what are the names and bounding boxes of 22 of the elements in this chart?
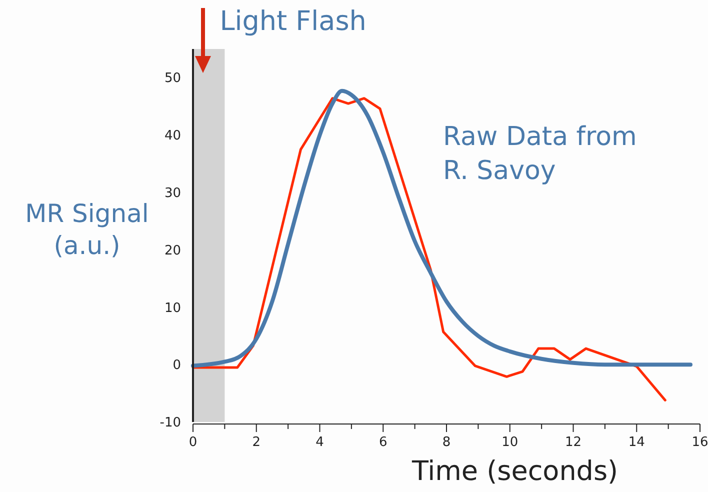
y-tick-label: 40 (164, 128, 181, 144)
y-axis-title: MR Signal (a.u.) (25, 199, 149, 260)
x-tick-label: 10 (502, 435, 518, 450)
x-tick-label: 14 (628, 435, 645, 450)
y-tick-label: 50 (164, 71, 181, 86)
x-tick-label: 12 (564, 435, 582, 450)
line-series (192, 97, 666, 402)
y-tick-label: 0 (172, 358, 181, 374)
x-axis-title: Time (seconds) (410, 456, 618, 487)
y-tick-label: 30 (164, 186, 181, 202)
x-tick-label: 2 (252, 435, 261, 450)
y-tick-label: 20 (164, 243, 181, 258)
x-tick-label: 6 (378, 435, 388, 450)
x-tick-label: 0 (188, 435, 198, 450)
y-tick-label: -10 (160, 416, 181, 431)
y-tick-label: 10 (164, 300, 181, 316)
x-tick-label: 4 (316, 435, 324, 450)
band-label: Light Flash (220, 6, 366, 37)
annotation: Raw Data from R. Savoy (443, 122, 637, 186)
x-tick-label: 8 (442, 435, 451, 450)
x-tick-label: 16 (692, 435, 708, 450)
line-series (191, 88, 692, 368)
